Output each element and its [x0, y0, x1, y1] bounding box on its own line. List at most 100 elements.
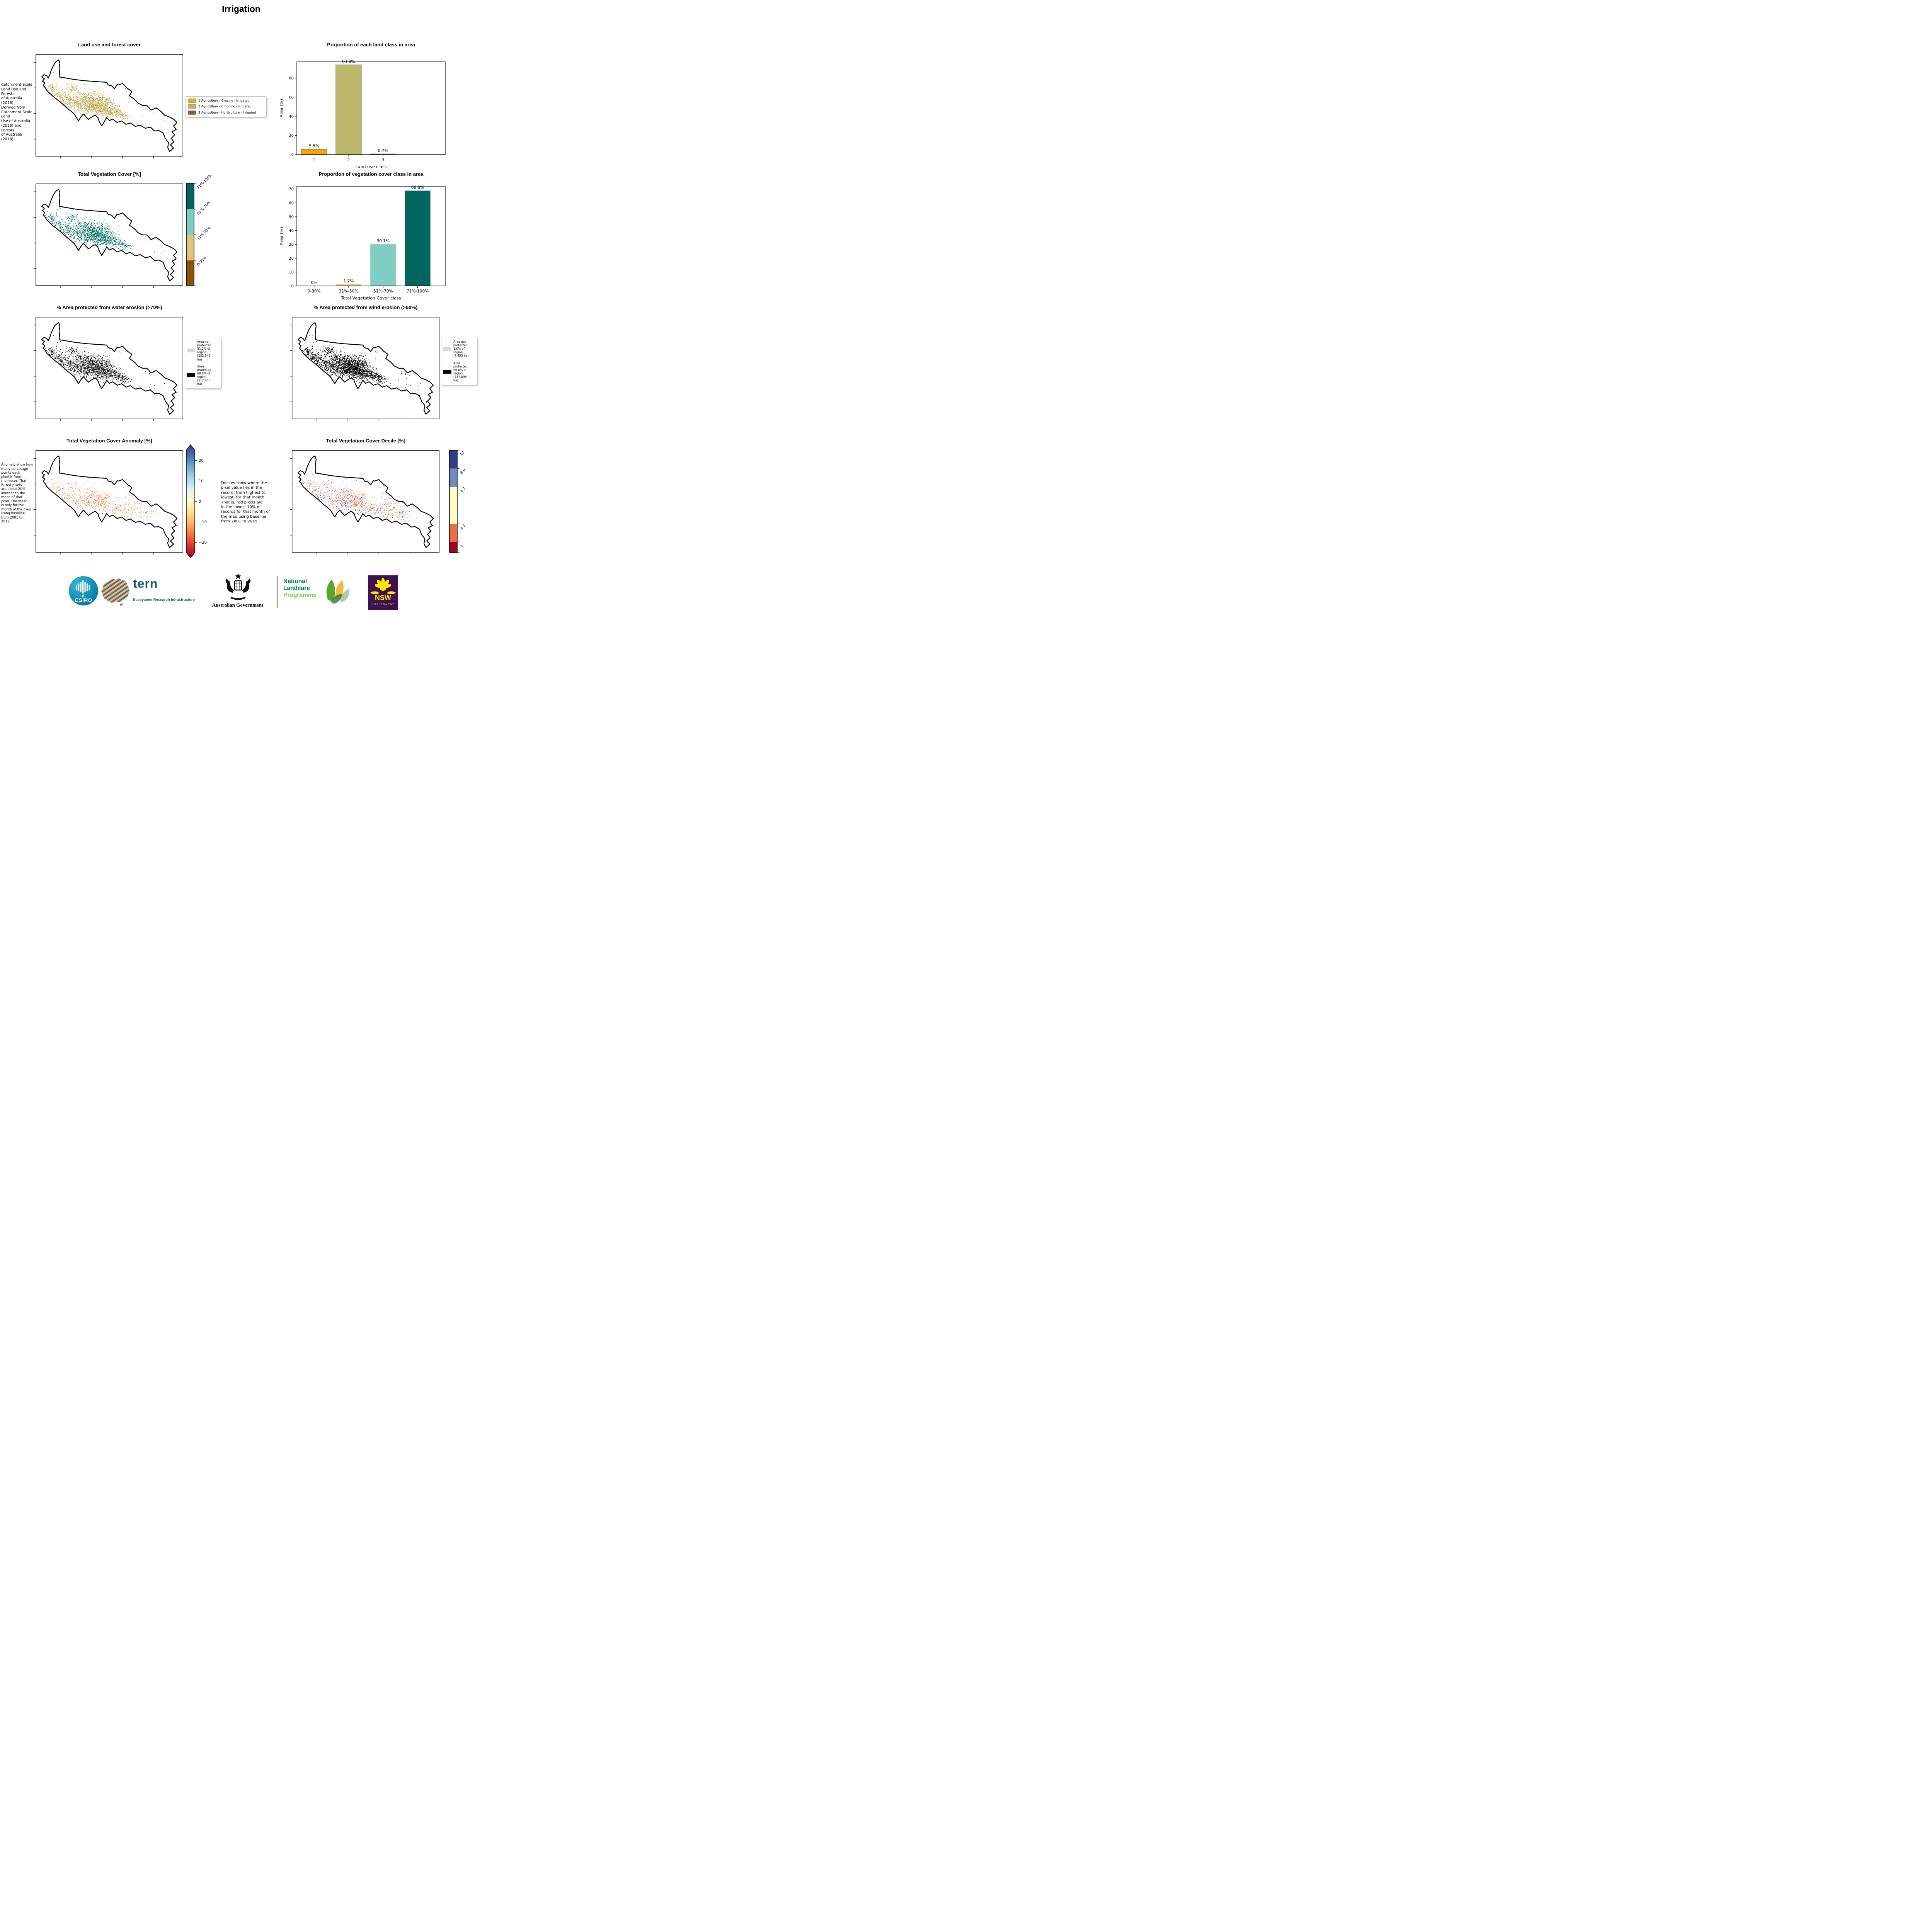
y-tick-label: 20: [289, 257, 294, 261]
legend-swatch: [188, 99, 196, 103]
tern-subtitle: Ecosystem Research Infrastructure: [133, 598, 195, 602]
land-use-map-title: Land use and forest cover: [78, 42, 141, 48]
bar-value-label: 0%: [311, 281, 317, 285]
y-tick-label: 60: [289, 201, 294, 206]
landcare-line3: Programme: [283, 592, 317, 599]
bar: [301, 149, 327, 155]
map-canvas: [34, 54, 184, 158]
decile-map-title: Total Vegetation Cover Decile [%]: [326, 438, 405, 444]
land-class-chart-title: Proportion of each land class in area: [327, 42, 415, 48]
bar: [405, 190, 431, 286]
colorbar-tick-label: 20: [199, 459, 204, 463]
x-tick-label: 3: [382, 158, 385, 162]
legend-swatch: [187, 373, 195, 377]
legend-item: 3 Agriculture - Horticulture - Irrigated: [188, 110, 264, 115]
landcare-label: National Landcare Programme: [283, 578, 317, 599]
decile-colorbar: 10 8-9 4-7 2-3 1: [449, 450, 482, 554]
legend-label: Area not protected 1.0% of region (7,453…: [453, 340, 469, 358]
legend-item: 2 Agriculture - Cropping - Irrigated: [188, 104, 264, 109]
colorbar-class-label: 0-30%: [196, 255, 207, 267]
colorbar-tick-label: −10: [199, 520, 207, 524]
map-dots: [302, 456, 432, 532]
y-tick-label: 0: [291, 153, 294, 157]
report-page: Irrigation Land use and forest cover Cat…: [0, 0, 482, 617]
colorbar-tick-label: −20: [199, 541, 207, 545]
y-tick-label: 50: [289, 215, 294, 219]
australian-government-crest-icon: [225, 573, 251, 600]
x-tick-label: 51%-70%: [373, 289, 393, 294]
bar: [335, 284, 361, 286]
map-dots: [45, 335, 173, 403]
map-canvas: [290, 316, 440, 421]
map-dots: [46, 456, 174, 532]
y-tick-label: 70: [289, 187, 294, 192]
legend-label: Area not protected 31.2% of region (232,…: [197, 340, 211, 361]
y-tick-label: 60: [289, 95, 294, 100]
wind-erosion-map: [290, 316, 440, 421]
colorbar-class-label: 4-7: [459, 486, 467, 494]
decile-map: [290, 450, 440, 554]
wind-erosion-map-title: % Area protected from wind erosion (>50%…: [313, 304, 418, 310]
legend-item: Area protected 99.0% of region (737,896 …: [443, 361, 475, 383]
bar-value-label: 5.5%: [309, 144, 319, 148]
landcare-leaves-icon: [326, 580, 350, 604]
landcare-line1: National: [283, 578, 307, 585]
y-axis-label: Area (%): [279, 99, 284, 117]
veg-class-chart: 0 10 20 30 40 50 60 70 Area (%) 0% 0-30% 1.2% 31%-50…: [271, 174, 452, 307]
legend-swatch: [443, 369, 451, 374]
colorbar-canvas: 71%-100% 51%-70% 31%-50% 0-30%: [186, 173, 213, 286]
anomaly-map: [34, 450, 184, 554]
legend-label: Area protected 68.8% of region (512,800 …: [197, 364, 211, 386]
map-dots: [45, 72, 173, 140]
map-axis-ticks: [34, 458, 154, 554]
x-tick-label: 71%-100%: [407, 289, 429, 294]
legend-swatch: [187, 349, 195, 353]
map-axis-ticks: [290, 325, 410, 421]
x-tick-label: 1: [313, 158, 315, 162]
nsw-government-label: GOVERNMENT: [371, 603, 394, 606]
legend-swatch: [188, 110, 196, 115]
land-use-map: [34, 54, 184, 158]
y-tick-label: 10: [289, 270, 294, 275]
tern-label: tern: [133, 577, 158, 590]
map-dots: [301, 335, 429, 403]
legend-item: Area not protected 1.0% of region (7,453…: [443, 340, 475, 358]
y-tick-label: 30: [289, 243, 294, 247]
bar-value-label: 1.2%: [344, 279, 354, 284]
csiro-logo: CSIRO: [69, 576, 98, 605]
legend-item: 1 Agriculture - Grazing - Irrigated: [188, 99, 264, 103]
bar: [370, 244, 396, 286]
csiro-label: CSIRO: [75, 597, 92, 603]
y-tick-label: 0: [291, 284, 294, 289]
colorbar-class-label: 51%-70%: [196, 200, 211, 216]
colorbar-class-label: 71%-100%: [196, 173, 213, 190]
map-axis-ticks: [34, 62, 154, 158]
land-class-chart: 0 20 40 60 80 Area (%) 5.5% 1 93.8% 2 0.7% 3 Land us…: [271, 49, 452, 183]
legend-swatch: [188, 104, 196, 109]
x-axis-label: Land use class: [356, 164, 387, 169]
bar: [335, 65, 362, 155]
water-erosion-map-title: % Area protected from water erosion (>70…: [56, 304, 162, 310]
colorbar-canvas: 20 10 0 −10 −20: [186, 444, 207, 559]
tern-australia-icon: [101, 578, 129, 606]
colorbar-class-label: 1: [459, 544, 464, 548]
page-title: Irrigation: [222, 4, 260, 14]
colorbar-class-label: 31%-50%: [196, 226, 211, 242]
nsw-government-logo: NSW GOVERNMENT: [368, 575, 398, 610]
colorbar-class-label: 10: [459, 451, 465, 457]
decile-note: Deciles show where the pixel value lies …: [221, 481, 270, 524]
x-tick-label: 0-30%: [308, 289, 321, 294]
map-canvas: [34, 183, 184, 288]
csiro-soundwave-icon: [76, 580, 90, 597]
colorbar-canvas: 10 8-9 4-7 2-3 1: [449, 450, 467, 553]
colorbar-tick-label: 10: [199, 479, 204, 483]
landcare-line2: Landcare: [283, 585, 310, 592]
y-tick-label: 20: [289, 134, 294, 138]
legend-label: Area protected 99.0% of region (737,896 …: [453, 361, 468, 383]
map-canvas: [34, 450, 184, 554]
map-axis-ticks: [290, 458, 410, 554]
anomaly-map-title: Total Vegetation Cover Anomaly [%]: [66, 438, 152, 444]
x-axis-label: Total Vegetation Cover class: [341, 296, 401, 301]
land-use-legend: 1 Agriculture - Grazing - Irrigated 2 Agr…: [185, 96, 266, 117]
